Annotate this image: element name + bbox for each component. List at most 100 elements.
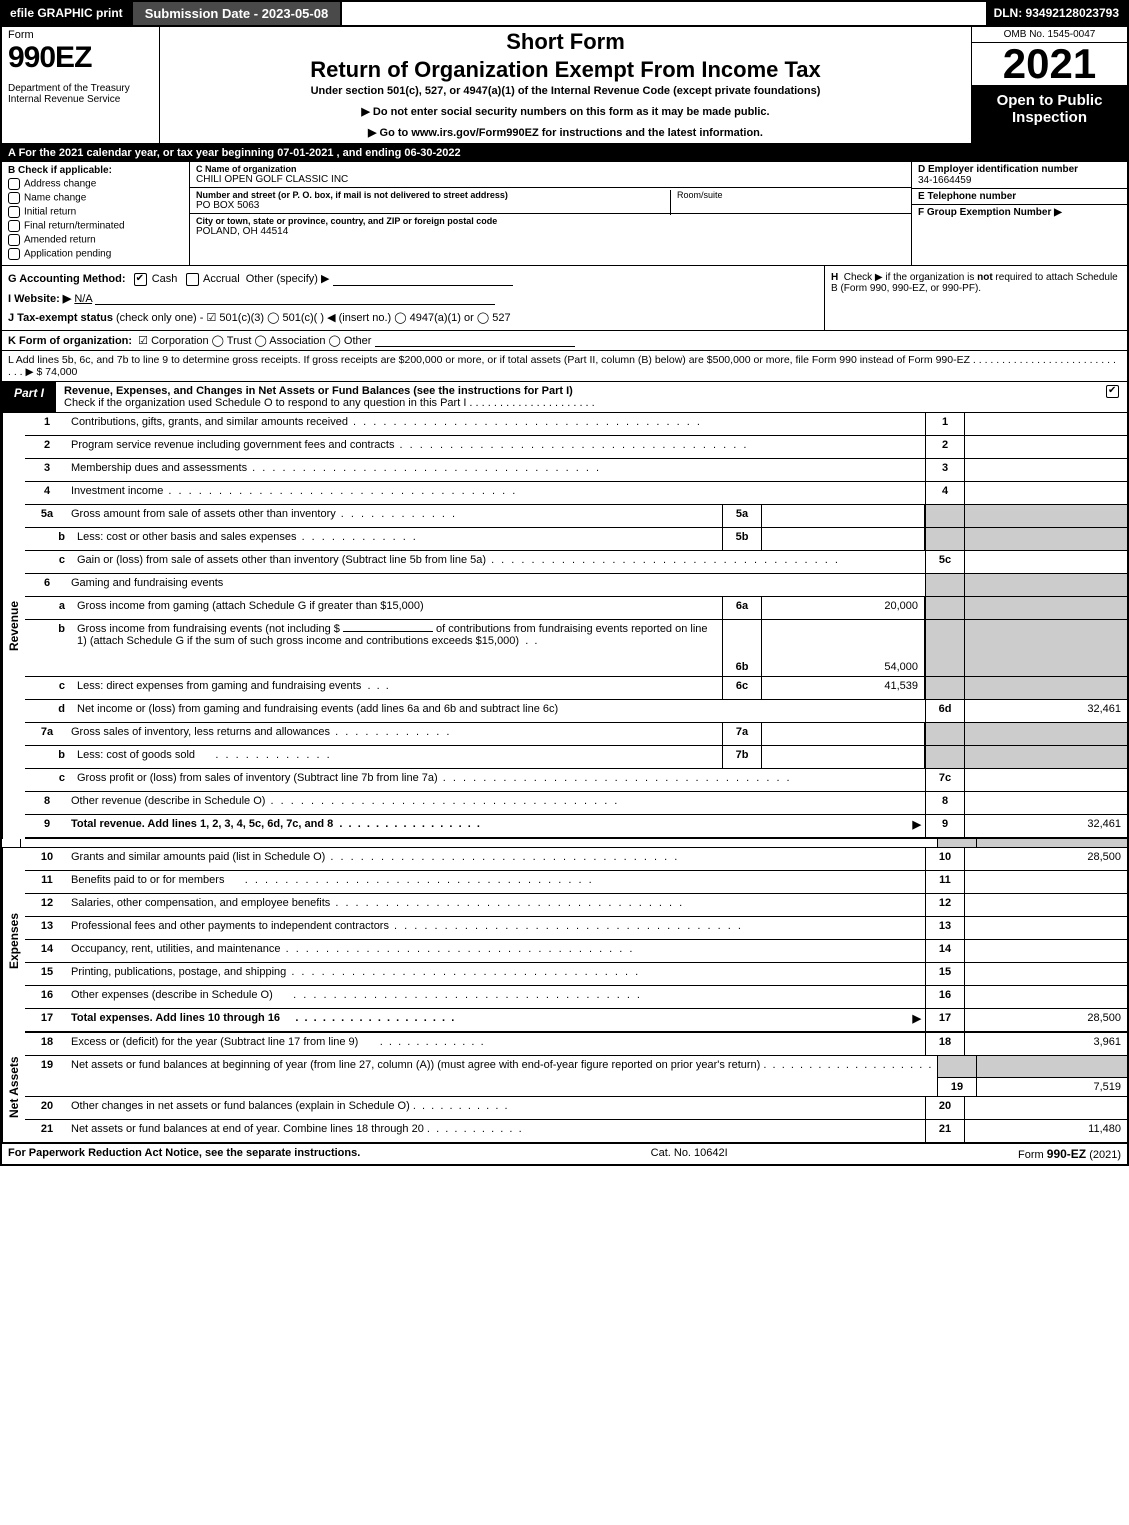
line-9: 9 Total revenue. Add lines 1, 2, 3, 4, 5… (25, 815, 1127, 839)
phone-row: E Telephone number (912, 189, 1127, 205)
submission-date: Submission Date - 2023-05-08 (133, 2, 343, 25)
line-16: 16 Other expenses (describe in Schedule … (25, 986, 1127, 1009)
ein-value: 34-1664459 (918, 175, 1121, 186)
part-i-sub: Check if the organization used Schedule … (64, 397, 595, 409)
other-label: Other (specify) ▶ (246, 273, 330, 285)
group-exemption-label: F Group Exemption Number ▶ (918, 207, 1121, 218)
chk-amended-return[interactable]: Amended return (8, 234, 183, 246)
arrow-icon: ▶ (913, 1009, 925, 1031)
line-5a: 5a Gross amount from sale of assets othe… (25, 505, 1127, 528)
form-number: 990EZ (8, 41, 153, 75)
line-5c: c Gain or (loss) from sale of assets oth… (25, 551, 1127, 574)
line-21: 21 Net assets or fund balances at end of… (25, 1120, 1127, 1142)
line-7a: 7a Gross sales of inventory, less return… (25, 723, 1127, 746)
line-6d: d Net income or (loss) from gaming and f… (25, 700, 1127, 723)
line-14: 14 Occupancy, rent, utilities, and maint… (25, 940, 1127, 963)
tax-exempt-line: J Tax-exempt status (check only one) - ☑… (8, 311, 818, 324)
k-label: K Form of organization: (8, 335, 132, 347)
cash-label: Cash (152, 273, 178, 285)
section-k: K Form of organization: ☑ Corporation ◯ … (0, 331, 1129, 351)
phone-label: E Telephone number (918, 191, 1121, 202)
revenue-table: Revenue 1 Contributions, gifts, grants, … (0, 413, 1129, 839)
street-value: PO BOX 5063 (196, 200, 905, 211)
chk-application-pending[interactable]: Application pending (8, 248, 183, 260)
do-not-enter-text: ▶ Do not enter social security numbers o… (168, 105, 963, 118)
org-name-row: C Name of organization CHILI OPEN GOLF C… (190, 162, 911, 188)
short-form-title: Short Form (168, 29, 963, 55)
chk-schedule-o[interactable] (1106, 385, 1119, 398)
ein-label: D Employer identification number (918, 164, 1121, 175)
catalog-number: Cat. No. 10642I (651, 1147, 728, 1161)
chk-final-return[interactable]: Final return/terminated (8, 220, 183, 232)
city-label: City or town, state or province, country… (196, 216, 905, 226)
form-header: Form 990EZ Department of the Treasury In… (0, 27, 1129, 145)
department-label: Department of the Treasury Internal Reve… (8, 83, 153, 105)
line-13: 13 Professional fees and other payments … (25, 917, 1127, 940)
room-suite-label: Room/suite (670, 190, 723, 215)
paperwork-notice: For Paperwork Reduction Act Notice, see … (8, 1147, 360, 1161)
dln-label: DLN: 93492128023793 (986, 2, 1127, 25)
line-7c: c Gross profit or (loss) from sales of i… (25, 769, 1127, 792)
section-ghi: G Accounting Method: Cash Accrual Other … (0, 266, 1129, 331)
open-public-badge: Open to Public Inspection (972, 86, 1127, 143)
h-text: H Check ▶ if the organization is not req… (831, 272, 1121, 294)
accounting-method: G Accounting Method: Cash Accrual Other … (8, 272, 818, 286)
chk-name-change[interactable]: Name change (8, 192, 183, 204)
header-right: OMB No. 1545-0047 2021 Open to Public In… (972, 27, 1127, 143)
j-opts: ☑ 501(c)(3) ◯ 501(c)( ) ◀ (insert no.) ◯… (207, 312, 511, 324)
k-opts: ☑ Corporation ◯ Trust ◯ Association ◯ Ot… (138, 335, 371, 347)
part-i-label: Part I (2, 382, 56, 412)
accrual-label: Accrual (203, 273, 240, 285)
part-i-header: Part I Revenue, Expenses, and Changes in… (0, 382, 1129, 413)
section-l: L Add lines 5b, 6c, and 7b to line 9 to … (0, 351, 1129, 382)
website-label: I Website: ▶ (8, 293, 71, 305)
header-center: Short Form Return of Organization Exempt… (160, 27, 972, 143)
chk-address-change[interactable]: Address change (8, 178, 183, 190)
line-6b: b Gross income from fundraising events (… (25, 620, 1127, 677)
line-6c: c Less: direct expenses from gaming and … (25, 677, 1127, 700)
line-1: 1 Contributions, gifts, grants, and simi… (25, 413, 1127, 436)
section-c: C Name of organization CHILI OPEN GOLF C… (190, 162, 912, 265)
top-bar: efile GRAPHIC print Submission Date - 20… (0, 0, 1129, 27)
part-i-title: Revenue, Expenses, and Changes in Net As… (56, 382, 1098, 412)
revenue-side-label: Revenue (2, 413, 25, 839)
line-20: 20 Other changes in net assets or fund b… (25, 1097, 1127, 1120)
expenses-side-label: Expenses (2, 848, 25, 1033)
section-gi: G Accounting Method: Cash Accrual Other … (2, 266, 825, 330)
b-label: B Check if applicable: (8, 165, 183, 176)
line-12: 12 Salaries, other compensation, and emp… (25, 894, 1127, 917)
line-15: 15 Printing, publications, postage, and … (25, 963, 1127, 986)
line-19: 19 Net assets or fund balances at beginn… (25, 1056, 1127, 1097)
section-b: B Check if applicable: Address change Na… (2, 162, 190, 265)
line-17: 17 Total expenses. Add lines 10 through … (25, 1009, 1127, 1033)
org-name-label: C Name of organization (196, 164, 905, 174)
line-4: 4 Investment income 4 (25, 482, 1127, 505)
expenses-table: Expenses 10 Grants and similar amounts p… (0, 848, 1129, 1033)
tax-year: 2021 (972, 43, 1127, 86)
net-assets-side-label: Net Assets (2, 1033, 25, 1142)
arrow-icon: ▶ (913, 815, 925, 837)
topbar-spacer (342, 2, 985, 25)
org-name-value: CHILI OPEN GOLF CLASSIC INC (196, 174, 905, 185)
efile-button[interactable]: efile GRAPHIC print (2, 2, 133, 25)
header-left: Form 990EZ Department of the Treasury In… (2, 27, 160, 143)
chk-accrual[interactable] (186, 273, 199, 286)
part-i-checkbox-wrap (1098, 382, 1127, 412)
part-i-title-text: Revenue, Expenses, and Changes in Net As… (64, 385, 573, 397)
line-18: 18 Excess or (deficit) for the year (Sub… (25, 1033, 1127, 1056)
line-3: 3 Membership dues and assessments 3 (25, 459, 1127, 482)
goto-text: ▶ Go to www.irs.gov/Form990EZ for instru… (168, 126, 963, 139)
form-footer-label: Form 990-EZ (2021) (1018, 1147, 1121, 1161)
line-6: 6 Gaming and fundraising events (25, 574, 1127, 597)
line-2: 2 Program service revenue including gove… (25, 436, 1127, 459)
website-value: N/A (74, 293, 92, 305)
page-footer: For Paperwork Reduction Act Notice, see … (0, 1143, 1129, 1166)
chk-initial-return[interactable]: Initial return (8, 206, 183, 218)
line-6a: a Gross income from gaming (attach Sched… (25, 597, 1127, 620)
line-11: 11 Benefits paid to or for members 11 (25, 871, 1127, 894)
chk-cash[interactable] (134, 273, 147, 286)
section-a: A For the 2021 calendar year, or tax yea… (0, 145, 1129, 162)
line-8: 8 Other revenue (describe in Schedule O)… (25, 792, 1127, 815)
website-line: I Website: ▶ N/A (8, 292, 818, 305)
net-assets-table: Net Assets 18 Excess or (deficit) for th… (0, 1033, 1129, 1143)
